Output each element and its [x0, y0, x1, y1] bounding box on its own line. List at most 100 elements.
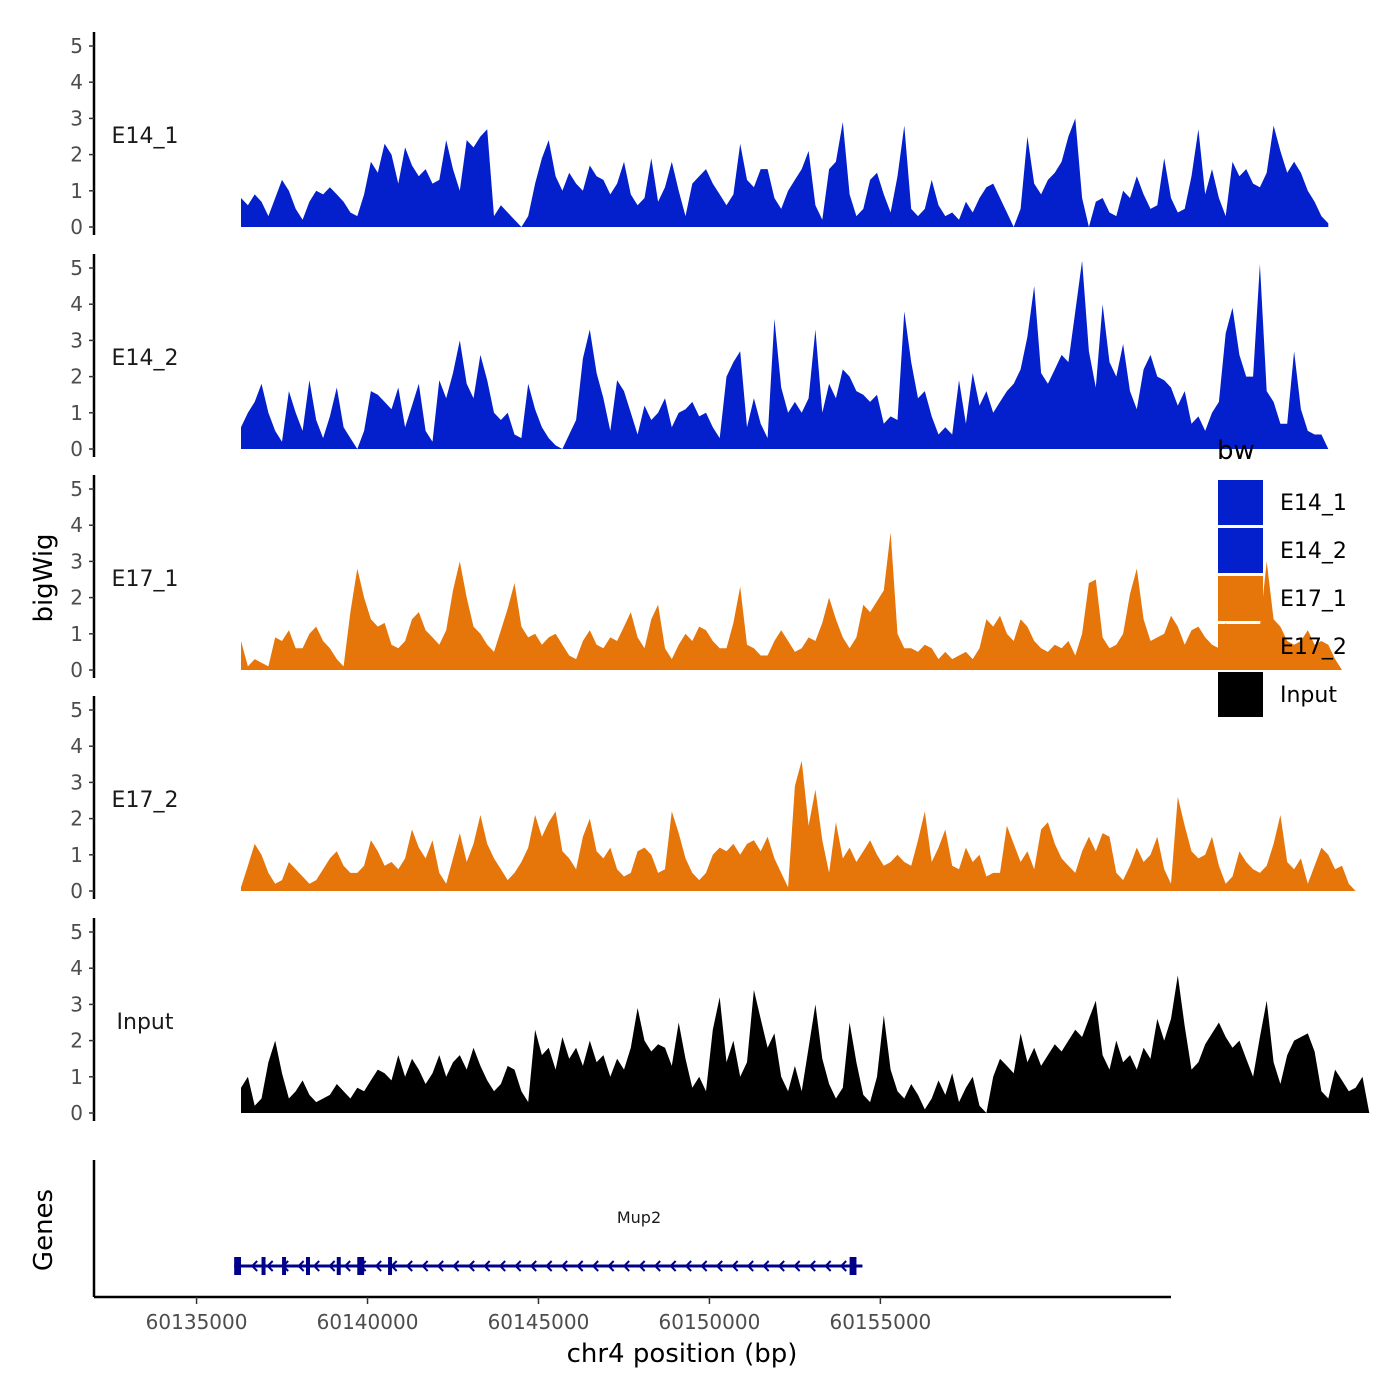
track-label: E14_2: [112, 346, 179, 371]
coverage-area-Input: [241, 975, 1370, 1113]
legend-swatch-E17_2: [1218, 624, 1263, 669]
gene-exon: [388, 1257, 393, 1275]
y-tick-label: 1: [70, 179, 83, 203]
coverage-area-E14_1: [241, 118, 1329, 227]
strand-arrow: [731, 1260, 739, 1272]
strand-arrow: [545, 1260, 553, 1272]
strand-arrow: [312, 1260, 320, 1272]
y-tick-label: 5: [70, 698, 83, 722]
y-tick-label: 2: [70, 586, 83, 610]
strand-arrow: [793, 1260, 801, 1272]
legend-title: bw: [1217, 436, 1255, 466]
gene-exon: [282, 1257, 287, 1275]
y-tick-label: 4: [70, 292, 83, 316]
strand-arrow: [498, 1260, 506, 1272]
y-tick-label: 1: [70, 843, 83, 867]
genes-track: Mup2: [92, 1160, 863, 1297]
y-tick-label: 1: [70, 622, 83, 646]
strand-arrow: [824, 1260, 832, 1272]
strand-arrow: [436, 1260, 444, 1272]
strand-arrow: [808, 1260, 816, 1272]
strand-arrow: [839, 1260, 847, 1272]
strand-arrow: [638, 1260, 646, 1272]
coverage-area-E14_2: [241, 260, 1329, 449]
strand-arrow: [746, 1260, 754, 1272]
legend-swatch-E17_1: [1218, 576, 1263, 621]
gene-exon: [336, 1257, 341, 1275]
y-tick-label: 5: [70, 920, 83, 944]
strand-arrow: [591, 1260, 599, 1272]
x-tick-label: 60140000: [317, 1310, 419, 1334]
strand-arrow: [607, 1260, 615, 1272]
strand-arrow: [467, 1260, 475, 1272]
strand-arrow: [250, 1260, 258, 1272]
y-tick-label: 3: [70, 328, 83, 352]
y-tick-label: 0: [70, 437, 83, 461]
gene-exon: [234, 1257, 242, 1275]
strand-arrow: [452, 1260, 460, 1272]
strand-arrow: [529, 1260, 537, 1272]
y-tick-label: 1: [70, 1065, 83, 1089]
y-tick-label: 4: [70, 956, 83, 980]
x-tick-label: 60150000: [659, 1310, 761, 1334]
y-axis-title: bigWig: [29, 533, 59, 622]
gene-exon: [305, 1257, 310, 1275]
legend-label-Input: Input: [1280, 683, 1337, 708]
y-tick-label: 2: [70, 1029, 83, 1053]
y-tick-label: 4: [70, 734, 83, 758]
coverage-area-E17_2: [241, 760, 1356, 891]
y-tick-label: 2: [70, 143, 83, 167]
track-label: Input: [117, 1010, 174, 1035]
x-tick-label: 60135000: [146, 1310, 248, 1334]
strand-arrow: [343, 1260, 351, 1272]
strand-arrow: [777, 1260, 785, 1272]
y-tick-label: 0: [70, 879, 83, 903]
genes-axis-title: Genes: [29, 1189, 59, 1271]
strand-arrow: [297, 1260, 305, 1272]
x-tick-label: 60155000: [829, 1310, 931, 1334]
strand-arrow: [483, 1260, 491, 1272]
strand-arrow: [328, 1260, 336, 1272]
legend: bw E14_1 E14_2 E17_1 E17_2 Input: [1217, 436, 1347, 717]
y-tick-label: 0: [70, 1101, 83, 1125]
strand-arrow: [669, 1260, 677, 1272]
track-label: E17_1: [112, 567, 179, 592]
strand-arrow: [684, 1260, 692, 1272]
y-tick-label: 4: [70, 70, 83, 94]
legend-swatch-E14_2: [1218, 528, 1263, 573]
strand-arrow: [514, 1260, 522, 1272]
coverage-area-E17_1: [241, 532, 1342, 670]
strand-arrow: [715, 1260, 723, 1272]
y-tick-label: 0: [70, 215, 83, 239]
strand-arrow: [266, 1260, 274, 1272]
track-panel-E17_2: 0 1 2 3 4 5 E17_2: [70, 696, 1356, 903]
y-tick-label: 3: [70, 549, 83, 573]
strand-arrow: [560, 1260, 568, 1272]
legend-label-E17_2: E17_2: [1280, 635, 1347, 660]
track-label: E14_1: [112, 124, 179, 149]
strand-arrow: [653, 1260, 661, 1272]
gene-exon: [357, 1257, 365, 1275]
coverage-tracks: 0 1 2 3 4 5 E14_1 0 1 2 3 4 5 E14_2 0 1 2 3 4 5 E17_1 0 1 2 3 4 5 E…: [70, 32, 1370, 1125]
legend-label-E14_1: E14_1: [1280, 491, 1347, 516]
track-label: E17_2: [112, 788, 179, 813]
y-tick-label: 3: [70, 992, 83, 1016]
y-tick-label: 3: [70, 106, 83, 130]
legend-swatch-E14_1: [1218, 480, 1263, 525]
gene-exon: [261, 1257, 266, 1275]
track-panel-E17_1: 0 1 2 3 4 5 E17_1: [70, 475, 1342, 682]
x-axis-title: chr4 position (bp): [567, 1339, 798, 1369]
strand-arrow: [762, 1260, 770, 1272]
strand-arrow: [421, 1260, 429, 1272]
y-tick-label: 2: [70, 365, 83, 389]
legend-label-E17_1: E17_1: [1280, 587, 1347, 612]
strand-arrow: [622, 1260, 630, 1272]
x-tick-label: 60145000: [488, 1310, 590, 1334]
track-panel-E14_1: 0 1 2 3 4 5 E14_1: [70, 32, 1329, 239]
y-tick-label: 0: [70, 658, 83, 682]
track-panel-E14_2: 0 1 2 3 4 5 E14_2: [70, 254, 1329, 461]
strand-arrow: [576, 1260, 584, 1272]
y-tick-label: 5: [70, 477, 83, 501]
track-panel-Input: 0 1 2 3 4 5 Input: [70, 918, 1370, 1125]
